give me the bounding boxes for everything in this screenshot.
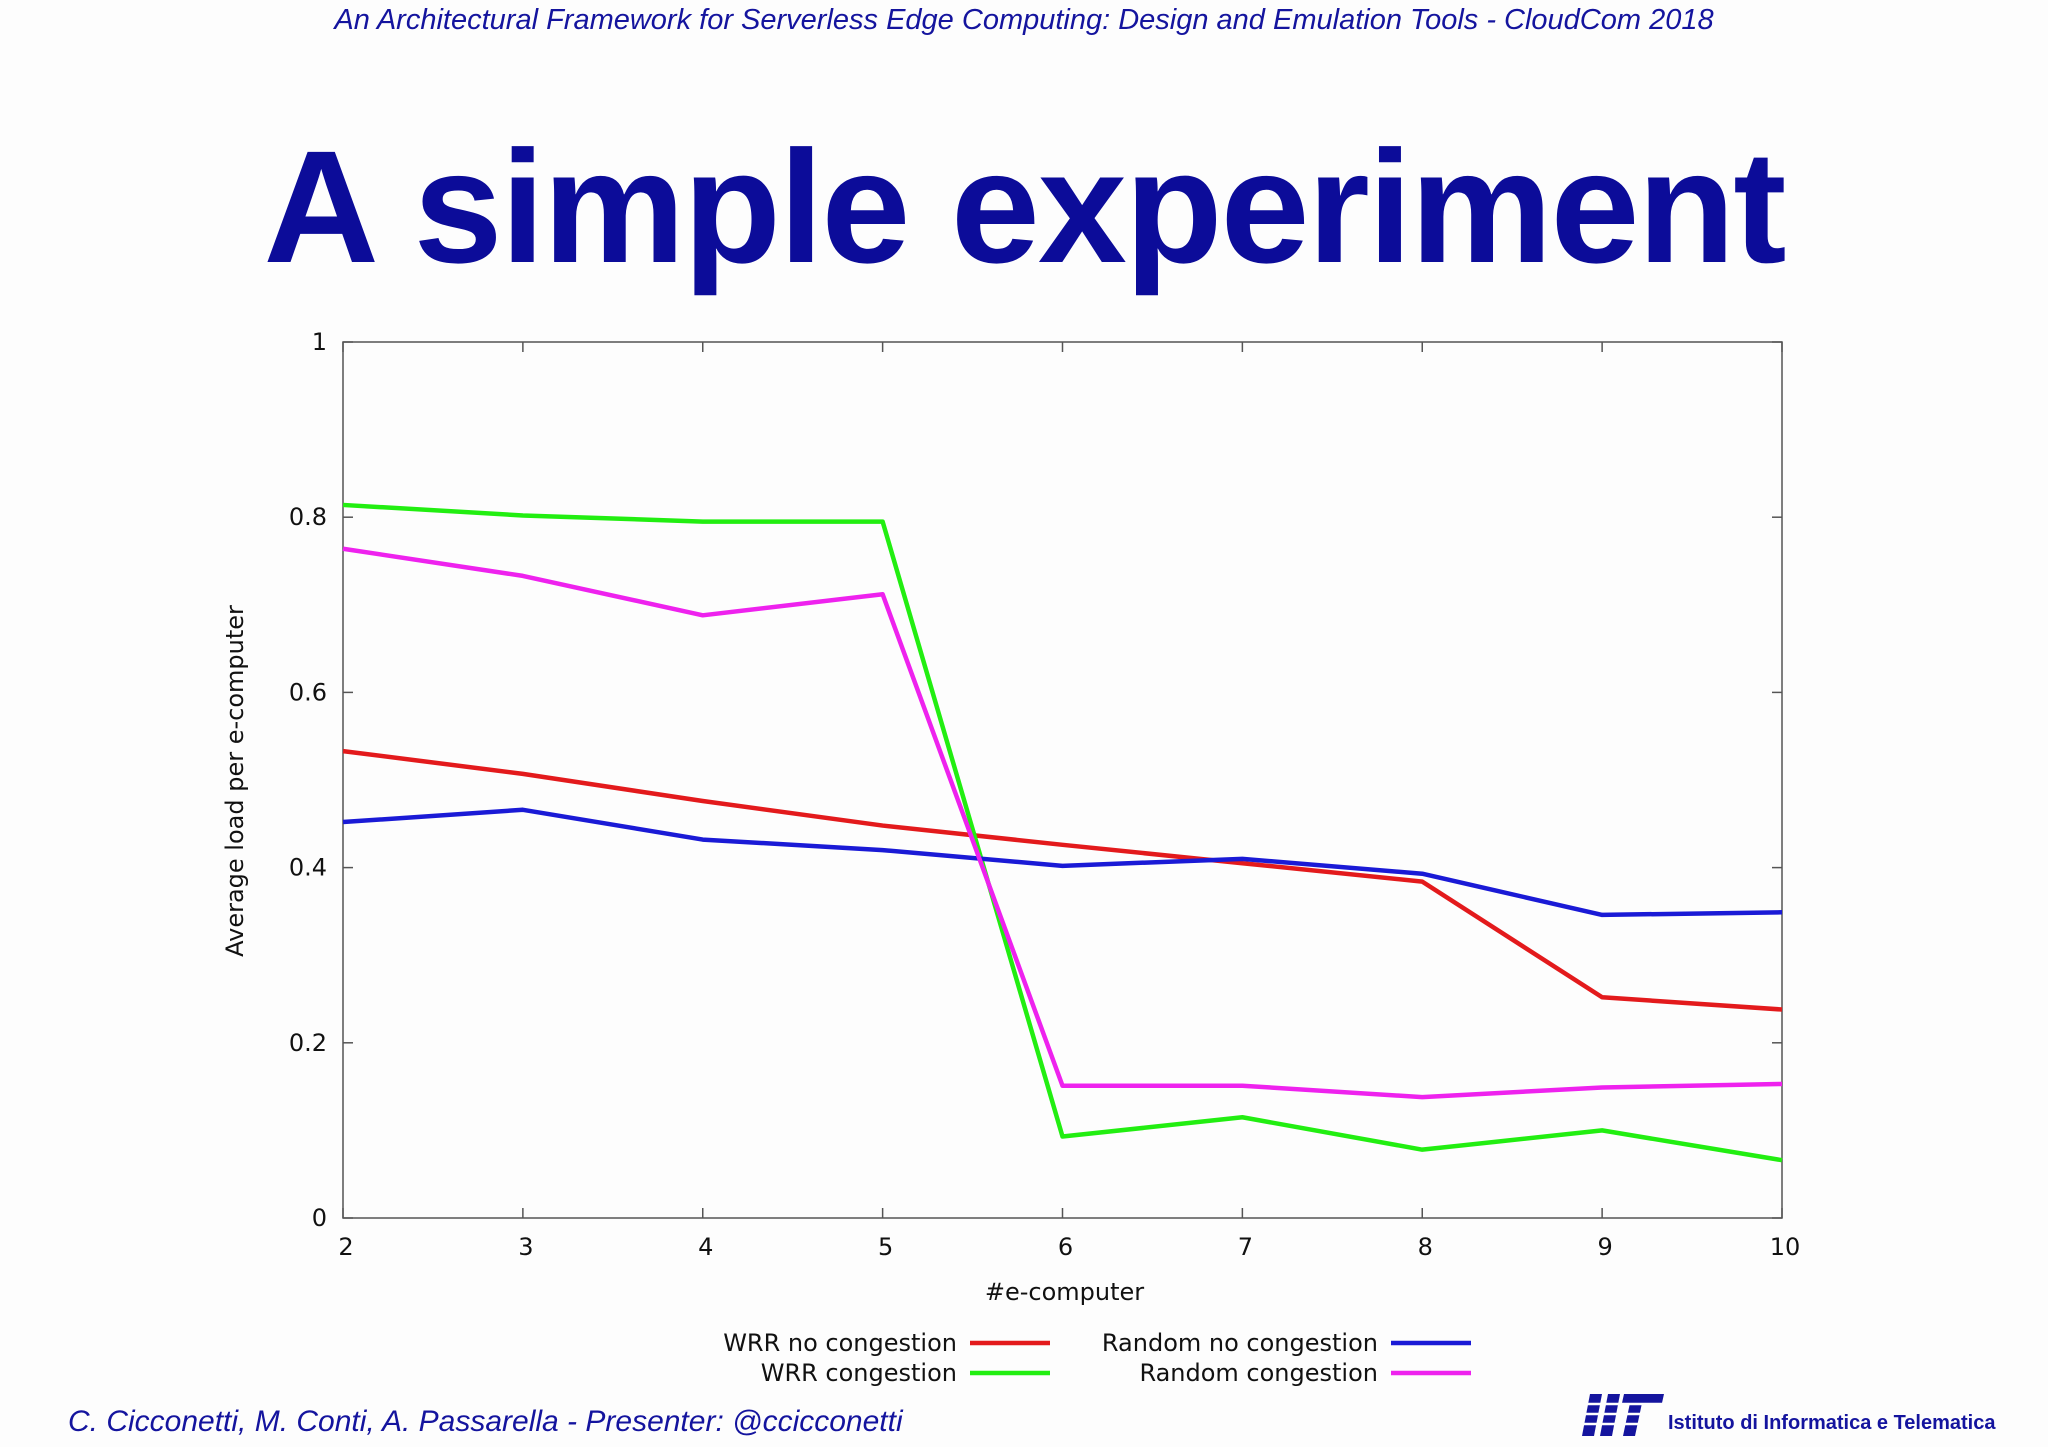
series-line (342, 502, 1783, 1163)
x-tick-label: 5 (878, 1233, 893, 1261)
legend-label: Random congestion (1139, 1359, 1378, 1387)
slide-title: A simple experiment (263, 117, 1786, 296)
x-tick-label: 8 (1418, 1233, 1433, 1261)
institute-name: Istituto di Informatica e Telematica (1668, 1412, 1996, 1434)
x-tick-label: 2 (338, 1233, 353, 1261)
y-tick-label: 1 (312, 328, 327, 356)
y-tick-label: 0.6 (289, 678, 327, 706)
legend-label: Random no congestion (1102, 1329, 1378, 1357)
x-tick-label: 7 (1238, 1233, 1253, 1261)
y-axis-label: Average load per e-computer (221, 605, 249, 957)
legend-label: WRR congestion (761, 1359, 957, 1387)
series-line (342, 748, 1783, 1012)
citation-header: An Architectural Framework for Serverles… (334, 4, 1714, 36)
y-tick-label: 0.4 (289, 854, 327, 882)
legend-label: WRR no congestion (723, 1329, 957, 1357)
series-line (342, 546, 1783, 1100)
x-axis-label: #e-computer (985, 1278, 1144, 1306)
x-tick-label: 9 (1597, 1233, 1612, 1261)
x-tick-label: 6 (1058, 1233, 1073, 1261)
x-tick-label: 3 (518, 1233, 533, 1261)
y-tick-label: 0 (312, 1204, 327, 1232)
y-tick-label: 0.8 (289, 503, 327, 531)
x-tick-label: 4 (698, 1233, 713, 1261)
y-tick-label: 0.2 (289, 1029, 327, 1057)
footer-authors: C. Cicconetti, M. Conti, A. Passarella -… (68, 1405, 903, 1438)
iit-logo: Istituto di Informatica e Telematica (1580, 1390, 2020, 1440)
iit-logo-icon (1580, 1394, 1670, 1436)
x-tick-label: 10 (1770, 1233, 1801, 1261)
series-line (342, 807, 1783, 918)
